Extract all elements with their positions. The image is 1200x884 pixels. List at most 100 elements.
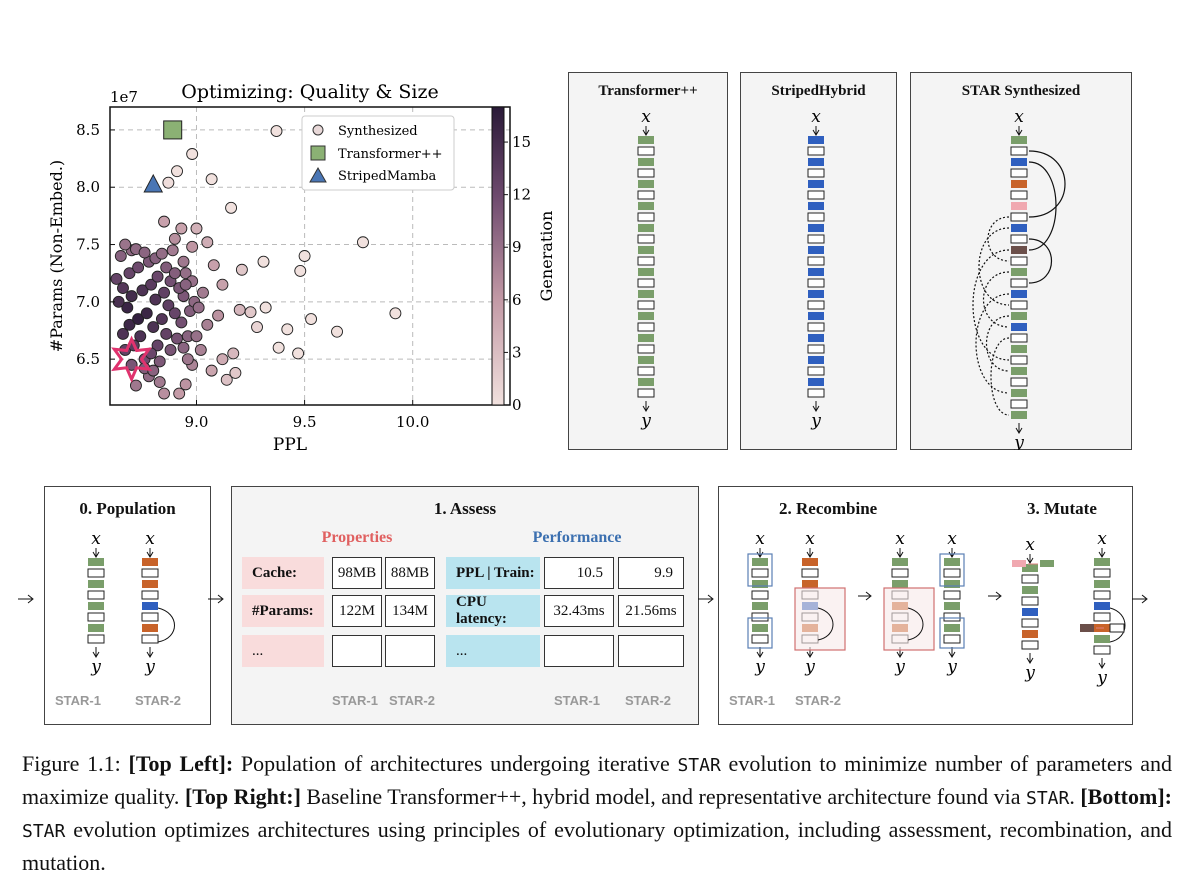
layer-block bbox=[1010, 300, 1028, 310]
colorbar bbox=[491, 106, 505, 406]
input-arrow-head bbox=[896, 551, 904, 558]
scatter-point bbox=[158, 215, 171, 228]
scatter-point bbox=[205, 173, 218, 186]
scatter-point bbox=[244, 306, 257, 319]
input-x-label: x bbox=[1025, 535, 1035, 555]
population-title: 0. Population bbox=[79, 499, 176, 518]
layer-block bbox=[1011, 367, 1027, 375]
scatter-point bbox=[136, 284, 149, 297]
layer-block bbox=[1011, 345, 1027, 353]
layer-block bbox=[808, 378, 824, 386]
layer-block bbox=[638, 268, 654, 276]
perf-ppl-star1: 10.5 bbox=[544, 557, 614, 589]
output-y-label: y bbox=[144, 657, 155, 677]
x-tick-label: 9.0 bbox=[185, 413, 209, 431]
legend-marker-transformer bbox=[310, 145, 326, 161]
recombine-highlight bbox=[794, 587, 846, 651]
scatter-point bbox=[125, 290, 138, 303]
output-y-label: y bbox=[640, 411, 651, 431]
assess-prop-star1: STAR-1 bbox=[332, 693, 378, 708]
best-architecture-star bbox=[111, 335, 153, 383]
input-x-label: x bbox=[805, 529, 815, 549]
prop-label-more: ... bbox=[242, 635, 324, 667]
layer-block bbox=[637, 212, 655, 222]
flow-arrow-head bbox=[27, 594, 34, 604]
prop-label-params: #Params: bbox=[242, 595, 324, 627]
flow-arrow-head bbox=[1141, 594, 1148, 604]
connection-arc bbox=[1028, 161, 1057, 251]
colorbar-tick-label: 15 bbox=[512, 133, 531, 151]
colorbar-label: Generation bbox=[537, 211, 556, 302]
colorbar-tick-label: 6 bbox=[512, 291, 522, 309]
output-arrow-head bbox=[806, 651, 814, 658]
input-x-label: x bbox=[145, 529, 155, 549]
connection-arc bbox=[907, 607, 924, 641]
connection-arc bbox=[978, 227, 1010, 306]
layer-block bbox=[1011, 268, 1027, 276]
perf-latency-star1: 32.43ms bbox=[544, 595, 614, 627]
layer-block bbox=[944, 624, 960, 632]
connection-arc bbox=[1109, 607, 1126, 643]
mutation-block bbox=[1012, 560, 1026, 567]
connection-arc bbox=[975, 293, 1010, 394]
layer-block bbox=[1021, 618, 1039, 628]
recombine-highlight bbox=[883, 587, 935, 651]
scatter-point bbox=[168, 232, 181, 245]
layer-block bbox=[944, 602, 960, 610]
layer-block bbox=[752, 624, 768, 632]
output-y-label: y bbox=[1013, 433, 1024, 450]
input-arrow-head bbox=[1026, 557, 1034, 564]
layer-stack bbox=[1010, 136, 1028, 419]
legend-marker-synthesized bbox=[312, 124, 324, 136]
layer-block bbox=[1094, 602, 1110, 610]
output-y-label: y bbox=[754, 657, 765, 677]
caption-star-word-1: STAR bbox=[677, 755, 721, 776]
chart-legend: Synthesized Transformer++ StripedMamba bbox=[301, 115, 455, 191]
output-y-label: y bbox=[804, 657, 815, 677]
layer-block bbox=[943, 568, 961, 578]
layer-block bbox=[1010, 212, 1028, 222]
connection-arc bbox=[986, 315, 1010, 372]
recombine-star2: STAR-2 bbox=[795, 693, 841, 708]
layer-block bbox=[1010, 190, 1028, 200]
layer-block bbox=[638, 378, 654, 386]
input-arrow-head bbox=[812, 129, 820, 136]
performance-header: Performance bbox=[532, 529, 622, 546]
colorbar-tick-label: 9 bbox=[512, 238, 522, 256]
layer-block bbox=[637, 322, 655, 332]
layer-block bbox=[637, 300, 655, 310]
panel-assess: 1. Assess Properties Performance Cache: … bbox=[231, 486, 699, 725]
scatter-point bbox=[227, 347, 240, 360]
layer-block bbox=[808, 334, 824, 342]
y-tick-label: 7.5 bbox=[76, 236, 100, 254]
legend-marker-stripedmamba bbox=[309, 166, 327, 183]
panel-population: 0. Population STAR-1 STAR-2 bbox=[44, 486, 211, 725]
top-right-architectures: x y x y x y bbox=[637, 107, 1066, 450]
layer-block bbox=[892, 558, 908, 566]
flow-arrow-head bbox=[217, 594, 224, 604]
layer-block bbox=[807, 146, 825, 156]
layer-block bbox=[751, 612, 769, 622]
scatter-point bbox=[171, 165, 183, 178]
perf-label-more: ... bbox=[446, 635, 540, 667]
layer-block bbox=[807, 168, 825, 178]
layer-block bbox=[807, 344, 825, 354]
scatter-point bbox=[151, 270, 164, 283]
layer-block bbox=[808, 202, 824, 210]
recombine-highlight bbox=[747, 617, 773, 649]
layer-block bbox=[801, 568, 819, 578]
layer-block bbox=[1022, 608, 1038, 616]
chart-title: Optimizing: Quality & Size bbox=[181, 81, 438, 103]
perf-latency-star2: 21.56ms bbox=[618, 595, 684, 627]
output-y-label: y bbox=[946, 657, 957, 677]
layer-block bbox=[638, 246, 654, 254]
scatter-point bbox=[281, 323, 294, 336]
scatter-point bbox=[257, 255, 270, 268]
layer-block bbox=[141, 590, 159, 600]
layer-block bbox=[88, 558, 104, 566]
prop-params-star1: 122M bbox=[332, 595, 382, 627]
recombine-title: 2. Recombine bbox=[779, 499, 878, 518]
layer-block bbox=[944, 558, 960, 566]
scatter-point bbox=[298, 250, 311, 262]
caption-bottom-label: [Bottom]: bbox=[1080, 784, 1172, 809]
